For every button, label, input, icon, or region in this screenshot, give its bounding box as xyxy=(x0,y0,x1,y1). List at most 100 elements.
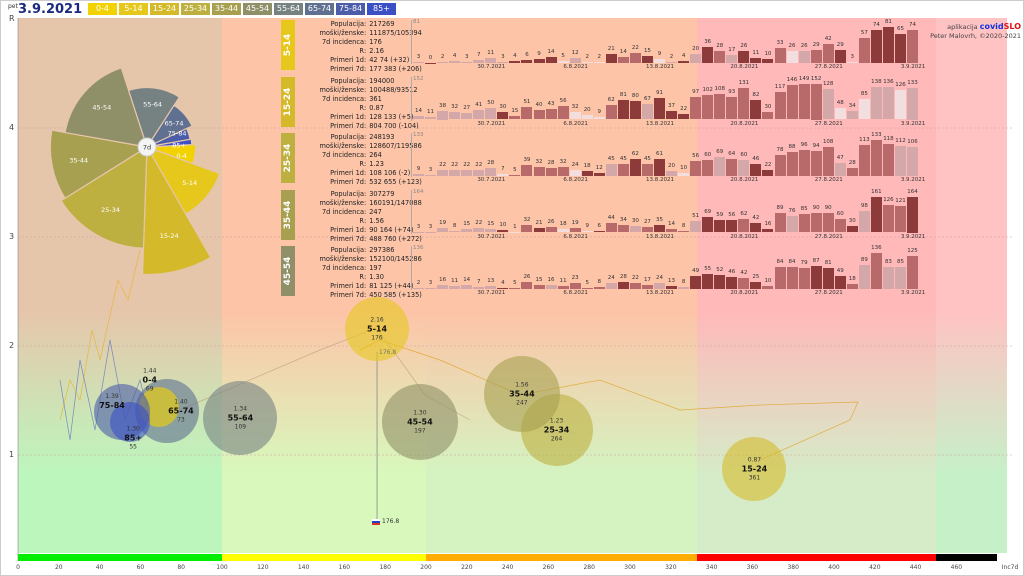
bar xyxy=(762,228,774,233)
info-row: moški/ženske:152100/145286 xyxy=(296,255,422,264)
bar-value: 62 xyxy=(740,210,748,217)
panel-tag-label: 15-24 xyxy=(283,87,293,116)
info-row: Primeri 1d:128 133 (+5) xyxy=(296,113,419,122)
rose-label: 25-34 xyxy=(101,206,120,214)
bar xyxy=(593,286,605,289)
bar xyxy=(678,114,690,120)
bar xyxy=(485,229,497,233)
bar-value: 25 xyxy=(752,274,760,281)
bar-value: 7 xyxy=(477,279,481,286)
bar xyxy=(425,63,437,64)
bar-value: 22 xyxy=(439,162,447,169)
info-row: Primeri 1d:42 74 (+32) xyxy=(296,56,422,65)
bubble-group: 35-44 xyxy=(509,389,535,399)
info-key: moški/ženske xyxy=(319,85,364,94)
bar-value: 24 xyxy=(656,274,663,281)
bar-value: 3 xyxy=(416,53,421,60)
bar-value: 8 xyxy=(681,222,686,229)
bar xyxy=(461,113,473,120)
info-value: 111875/105394 xyxy=(369,29,422,37)
bar xyxy=(834,276,846,289)
bar xyxy=(750,223,762,233)
bar-value: 35 xyxy=(656,216,663,223)
x-tick-label: 220 xyxy=(461,564,473,571)
bubble-group: 55-64 xyxy=(227,413,254,423)
bar-value: 27 xyxy=(643,218,651,225)
bar-value: 128 xyxy=(822,81,834,88)
bar xyxy=(702,159,714,176)
info-key: moški/ženske xyxy=(319,198,364,207)
bar-value: 8 xyxy=(597,278,602,285)
bar-value: 98 xyxy=(860,202,868,209)
bar xyxy=(413,61,425,63)
panel-tag: 5-14 xyxy=(281,20,295,70)
bar-value: 22 xyxy=(631,45,639,52)
legend-chip-85+: 85+ xyxy=(367,3,396,15)
bar-value: 50 xyxy=(487,99,495,106)
panel-max: 136 xyxy=(413,245,424,251)
bar xyxy=(509,287,521,289)
bar xyxy=(774,266,786,289)
bar xyxy=(666,62,678,64)
bar xyxy=(798,268,810,289)
panel-tag-label: 45-54 xyxy=(283,256,293,286)
bar xyxy=(702,217,714,233)
bar xyxy=(449,61,461,63)
bar xyxy=(895,89,907,120)
bar xyxy=(834,163,846,176)
x-tick-label: 160 xyxy=(338,564,351,571)
bar-value: 76 xyxy=(788,207,796,214)
legend-chip-65-74: 65-74 xyxy=(305,3,334,15)
bar xyxy=(605,163,617,176)
bar-value: 12 xyxy=(571,49,579,56)
date-label: 20.8.2021 xyxy=(730,64,759,70)
info-row: Primeri 7d:177 383 (+206) xyxy=(296,65,422,74)
bar-value: 3 xyxy=(428,167,433,174)
bar-value: 56 xyxy=(559,98,567,105)
bar-value: 28 xyxy=(487,160,495,167)
info-key: Populacija xyxy=(330,20,364,28)
info-sep: : xyxy=(364,234,367,243)
bar-value: 90 xyxy=(824,204,832,211)
bar xyxy=(846,61,858,63)
info-sep: : xyxy=(364,142,367,150)
bar-value: 2 xyxy=(597,54,602,61)
bar-value: 79 xyxy=(800,260,808,267)
info-value: 297386 xyxy=(369,246,395,254)
bar xyxy=(870,140,882,176)
bubble-label-25-34: 1.23 25-34 264 xyxy=(544,416,570,443)
bubble-group: 85+ xyxy=(124,433,143,443)
bar xyxy=(702,95,714,120)
panel-info: Populacija:297386 moški/ženske:152100/145… xyxy=(296,246,422,300)
bar xyxy=(461,170,473,176)
bar-value: 47 xyxy=(836,155,844,162)
slovenia-flag-icon xyxy=(372,519,381,525)
bubble-incidence: 109 xyxy=(234,423,247,431)
bar xyxy=(822,212,834,233)
rose-sector-15-24 xyxy=(141,144,212,275)
bar-value: 32 xyxy=(559,159,567,166)
x-tick-label: 420 xyxy=(869,564,881,571)
bar xyxy=(678,230,690,233)
bar xyxy=(449,286,461,289)
bar-value: 14 xyxy=(619,48,627,55)
bar xyxy=(895,145,907,176)
bar-value: 22 xyxy=(475,162,483,169)
bar-value: 10 xyxy=(764,50,772,57)
x-tick-label: 300 xyxy=(624,564,636,571)
bar-value: 6 xyxy=(597,223,602,230)
info-value: 160191/147088 xyxy=(369,198,422,207)
info-row: R:1.30 xyxy=(296,273,422,282)
bar-value: 15 xyxy=(535,277,543,284)
date-label: 3.9.2021 xyxy=(900,233,926,240)
bar-value: 108 xyxy=(714,85,726,92)
bar xyxy=(654,59,666,63)
bar xyxy=(822,267,834,289)
bar-value: 11 xyxy=(427,108,435,115)
x-tick-label: 180 xyxy=(379,564,391,571)
bar-value: 42 xyxy=(824,36,832,43)
info-value: 2.16 xyxy=(369,47,384,55)
panel-axis xyxy=(411,189,412,234)
info-key: R xyxy=(359,273,364,281)
bar-value: 113 xyxy=(859,137,870,144)
